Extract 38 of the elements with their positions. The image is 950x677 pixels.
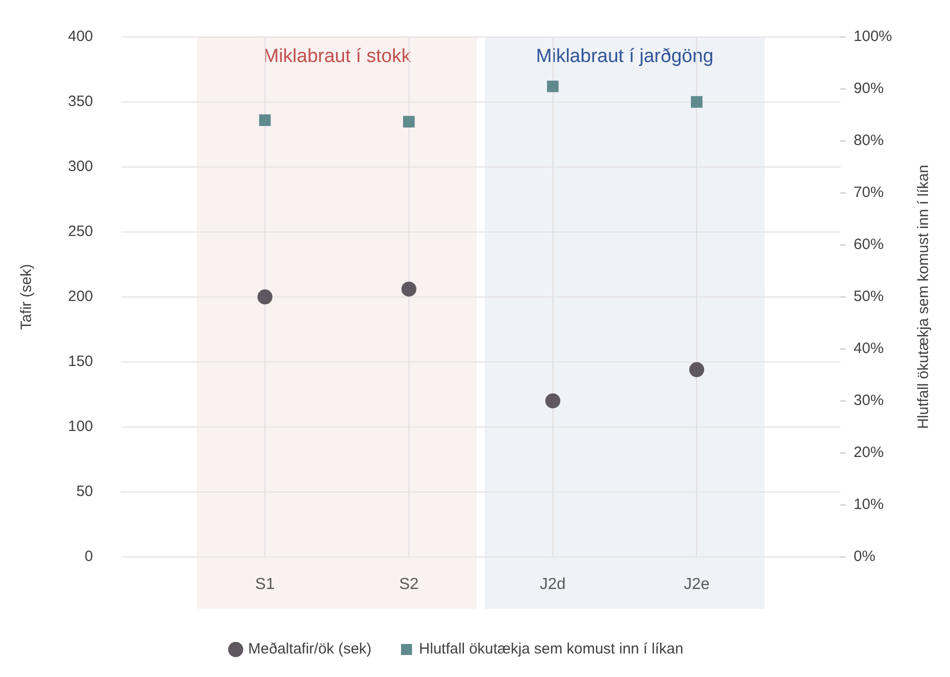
- y-tick-label: 150: [68, 353, 94, 370]
- x-tick-label: J2e: [684, 576, 710, 593]
- y2-axis-title: Hlutfall ökutækja sem komust inn í líkan: [915, 164, 932, 430]
- y2-tick-label: 50%: [854, 288, 884, 306]
- band-label: Miklabraut í jarðgöng: [536, 46, 714, 68]
- y-tick-label: 50: [76, 482, 94, 500]
- y2-tick-label: 20%: [854, 444, 884, 461]
- y-tick-label: 0: [84, 548, 94, 565]
- x-tick-label: S1: [255, 576, 275, 593]
- y-tick-label: 400: [68, 28, 94, 46]
- point: [257, 289, 272, 304]
- point: [689, 362, 704, 378]
- point: [403, 116, 415, 128]
- legend-label: Meðaltafir/ök (sek): [248, 640, 372, 658]
- legend-label: Hlutfall ökutækja sem komust inn í líkan: [419, 640, 684, 658]
- y-tick-label: 200: [68, 288, 94, 306]
- point: [546, 80, 559, 92]
- point: [690, 96, 703, 108]
- y2-tick-label: 0%: [854, 548, 876, 565]
- y2-tick-label: 60%: [854, 236, 884, 254]
- point: [401, 282, 416, 297]
- point: [259, 114, 271, 126]
- y-axis-title: Tafir (sek): [18, 264, 36, 330]
- y2-tick-label: 90%: [854, 80, 884, 98]
- x-tick-label: S2: [399, 576, 419, 593]
- y2-tick-label: 10%: [854, 496, 884, 513]
- point: [545, 393, 560, 408]
- y2-tick-label: 70%: [854, 184, 884, 202]
- y-tick-label: 300: [68, 158, 94, 176]
- y-tick-label: 250: [68, 223, 94, 240]
- y2-tick-label: 80%: [854, 132, 884, 150]
- y-tick-label: 100: [68, 418, 94, 435]
- y2-tick-label: 40%: [854, 340, 884, 358]
- y2-tick-label: 30%: [854, 392, 884, 409]
- band-label: Miklabraut í stokk: [262, 46, 412, 68]
- y-tick-label: 350: [68, 93, 94, 110]
- x-tick-label: J2d: [540, 576, 566, 593]
- y2-tick-label: 100%: [854, 28, 892, 46]
